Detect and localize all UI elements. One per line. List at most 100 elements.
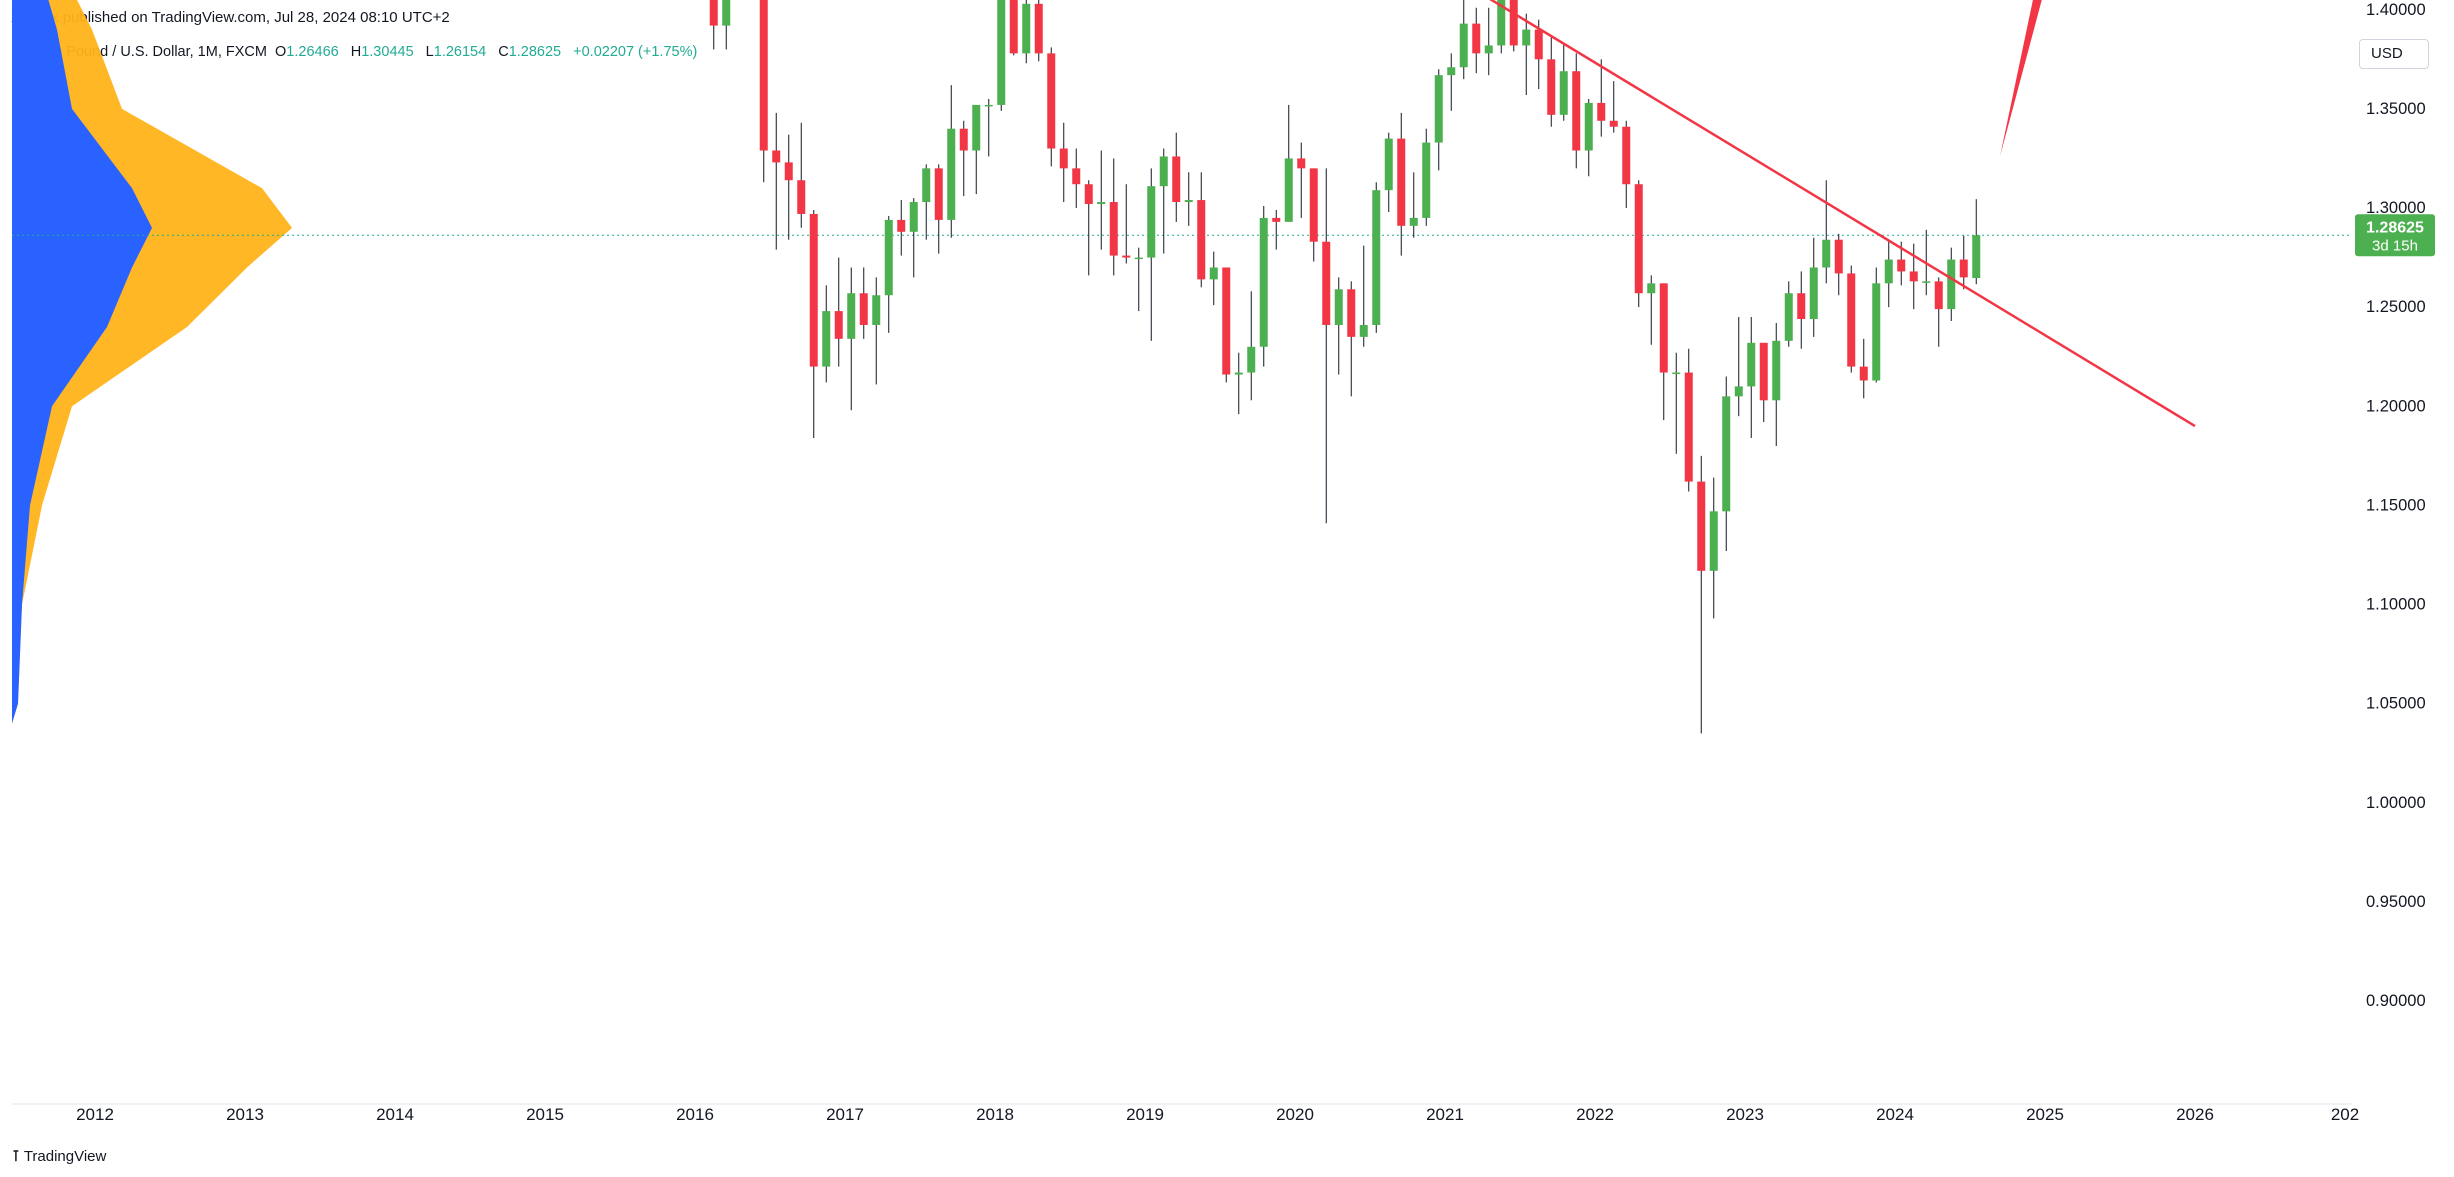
candle [1522,13,1531,95]
candle [1009,0,1018,56]
candle [922,164,931,240]
candle-body [1472,23,1481,54]
candle [1722,376,1731,551]
candle-body [1222,267,1231,375]
candle [1172,132,1181,222]
candle-body [1784,293,1793,341]
candle [722,0,731,50]
candle [897,200,906,256]
candle [1109,158,1118,276]
candle-body [1959,259,1968,278]
candle-body [1072,168,1081,185]
candle [1209,251,1218,306]
candle [1084,180,1093,276]
price-axis[interactable]: 0.90000 0.95000 1.00000 1.05000 1.10000 1.150… [2355,0,2435,1010]
candle [1697,455,1706,734]
candle [997,0,1006,111]
candle-body [722,0,731,26]
candle-body [1159,156,1168,187]
candle [1934,277,1943,347]
candle-body [1897,259,1906,272]
close-label: C [498,44,509,60]
candle-body [1934,281,1943,310]
candle [884,215,893,333]
candle [1734,317,1743,417]
candle-body [1684,372,1693,482]
candle-body [1497,0,1506,46]
candle-body [1459,23,1468,68]
candle-body [984,104,993,107]
candle-body [1722,396,1731,512]
time-tick-label: 2012 [76,1105,114,1124]
time-tick-label: 2021 [1426,1105,1464,1124]
time-axis[interactable]: 2012 2013 2014 2015 2016 2017 2018 2019 2020 2021… [76,1105,2359,1124]
candle [772,112,781,250]
candle-body [1434,75,1443,143]
price-tick-label: 1.30000 [2366,199,2426,217]
time-tick-label: 2020 [1276,1105,1314,1124]
candle [822,285,831,383]
candle [934,164,943,254]
candle [1959,235,1968,290]
change-value: +0.02207 (+1.75%) [573,44,698,60]
candle-body [809,213,818,367]
time-tick-label: 202 [2331,1105,2359,1124]
candle [709,0,718,50]
low-label: L [425,44,434,60]
candle-body [1547,59,1556,115]
candle [834,257,843,367]
candle-body [1309,168,1318,242]
candle [1597,59,1606,137]
time-tick-label: 2019 [1126,1105,1164,1124]
candle-body [1597,102,1606,121]
candle-body [1272,217,1281,222]
price-tick-label: 0.90000 [2366,992,2426,1010]
time-tick-label: 2014 [376,1105,414,1124]
candle [1284,104,1293,222]
candle [1747,317,1756,438]
candle [1609,81,1618,133]
candle [1397,112,1406,256]
price-tick-label: 1.25000 [2366,298,2426,316]
candle-body [1809,267,1818,320]
candle-body [1872,283,1881,381]
candle-body [1034,3,1043,54]
tradingview-logo[interactable]: ⊺ TradingView [12,1147,106,1165]
volume-profile [12,0,2352,724]
high-label: H [350,44,362,60]
candle [809,209,818,438]
candle-body [1147,186,1156,258]
candle [1022,0,1031,64]
candle-body [1409,217,1418,226]
candle-body [1372,190,1381,325]
candle [1097,150,1106,250]
candle [1459,0,1468,80]
candle-body [1184,200,1193,203]
candle-body [1834,239,1843,274]
candle [1184,172,1193,226]
candle [1334,277,1343,375]
candle-body [1659,283,1668,373]
candle [1709,477,1718,619]
candle-body [1584,102,1593,151]
candle [1634,180,1643,308]
candle-body [934,168,943,220]
currency-button[interactable]: USD [2359,39,2429,69]
candle [1147,168,1156,341]
candle [1859,338,1868,399]
candle-body [1822,239,1831,268]
candle [1622,120,1631,208]
candle-body [1122,255,1131,258]
time-tick-label: 2026 [2176,1105,2214,1124]
candle [1509,0,1518,52]
candle [847,267,856,411]
candle [1272,209,1281,250]
candle-body [1572,71,1581,151]
candle-body [922,168,931,203]
candle-body [1247,346,1256,373]
candle [872,277,881,385]
candle [1122,184,1131,264]
time-tick-label: 2025 [2026,1105,2064,1124]
